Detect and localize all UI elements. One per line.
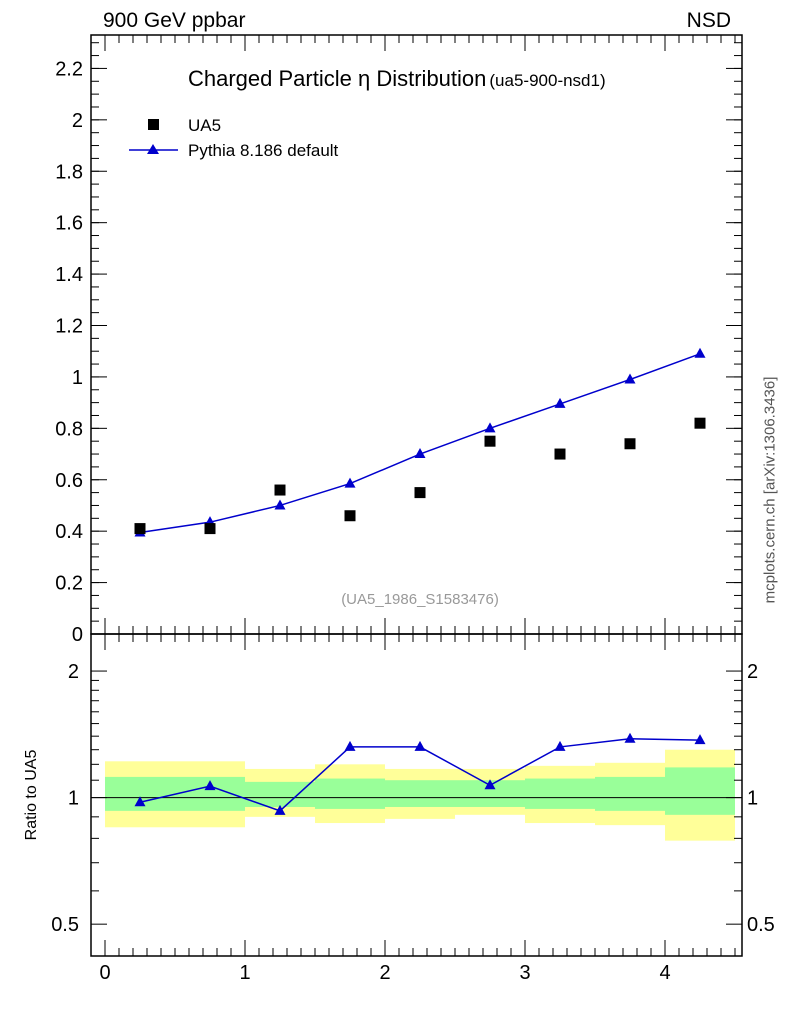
uncertainty-band-inner xyxy=(245,781,315,807)
uncertainty-band-inner xyxy=(525,778,595,809)
ua5-point xyxy=(624,438,636,450)
x-tick-label: 1 xyxy=(239,962,250,984)
legend-label-pythia: Pythia 8.186 default xyxy=(188,141,339,160)
ratio-pythia-point xyxy=(624,732,636,743)
legend: UA5 Pythia 8.186 default xyxy=(129,116,339,160)
y-tick-label: 1 xyxy=(72,367,83,389)
y-tick-label: 1.6 xyxy=(55,213,83,235)
ratio-bands xyxy=(105,749,735,841)
ratio-pythia-point xyxy=(694,734,706,745)
uncertainty-band-inner xyxy=(665,767,735,815)
main-panel: 0 0.2 0.4 0.6 0.8 1 1.2 1.4 1.6 1.8 2 2.2 Charged Pa… xyxy=(55,34,743,646)
y-tick-label: 0.2 xyxy=(55,573,83,595)
ua5-point xyxy=(484,435,496,447)
ratio-y-tick-label: 1 xyxy=(68,788,79,810)
ua5-point xyxy=(134,523,146,535)
y-tick-label: 1.4 xyxy=(55,264,83,286)
pythia-point xyxy=(344,477,356,488)
pythia-point xyxy=(694,347,706,358)
ua5-point xyxy=(554,448,566,460)
ratio-pythia-point xyxy=(274,804,286,815)
ua5-point xyxy=(694,417,706,429)
pythia-point xyxy=(554,397,566,408)
y-tick-label: 1.8 xyxy=(55,161,83,183)
uncertainty-band-inner xyxy=(595,776,665,811)
x-tick-label: 3 xyxy=(519,962,530,984)
ratio-y-tick-label-right: 1 xyxy=(747,788,758,810)
chart-title: Charged Particle η Distribution (ua5-900-… xyxy=(188,66,606,91)
legend-marker-ua5 xyxy=(148,119,159,130)
y-tick-label: 0.6 xyxy=(55,470,83,492)
ratio-y-axis-label: Ratio to UA5 xyxy=(23,750,40,841)
series-line-pythia xyxy=(139,353,701,534)
x-tick-label: 4 xyxy=(659,962,670,984)
ratio-pythia-point xyxy=(554,740,566,751)
ratio-pythia-point xyxy=(134,796,146,807)
header-left-label: 900 GeV ppbar xyxy=(103,9,246,32)
pythia-point xyxy=(274,499,286,510)
main-axes: 0 0.2 0.4 0.6 0.8 1 1.2 1.4 1.6 1.8 2 2.2 Charged Pa… xyxy=(55,34,743,646)
ratio-y-tick-label: 0.5 xyxy=(51,914,79,936)
ratio-pythia-point xyxy=(344,740,356,751)
y-tick-label: 1.2 xyxy=(55,316,83,338)
header-right-label: NSD xyxy=(686,9,731,32)
ratio-y-tick-label-right: 2 xyxy=(747,661,758,683)
uncertainty-band-inner xyxy=(385,780,455,807)
ratio-axes: 0.5 0.5 1 1 2 2 0 1 2 3 4 Ratio to UA5 xyxy=(23,633,775,984)
analysis-watermark: (UA5_1986_S1583476) xyxy=(341,591,499,608)
x-tick-label: 2 xyxy=(379,962,390,984)
pythia-point xyxy=(624,373,636,384)
y-tick-label: 2.2 xyxy=(55,58,83,80)
ua5-point xyxy=(414,487,426,499)
legend-label-ua5: UA5 xyxy=(188,116,221,135)
ua5-point xyxy=(204,523,216,535)
ratio-pythia-point xyxy=(204,780,216,791)
x-tick-label: 0 xyxy=(99,962,110,984)
ua5-point xyxy=(344,510,356,522)
ratio-y-tick-label-right: 0.5 xyxy=(747,914,775,936)
y-tick-label: 2 xyxy=(72,110,83,132)
ua5-point xyxy=(274,484,286,496)
ratio-frame xyxy=(90,633,743,957)
y-tick-label: 0 xyxy=(72,624,83,646)
ratio-y-tick-label: 2 xyxy=(68,661,79,683)
y-tick-label: 0.4 xyxy=(55,521,83,543)
ratio-pythia-point xyxy=(414,740,426,751)
pythia-point xyxy=(484,422,496,433)
ratio-pythia-point xyxy=(484,779,496,790)
main-marks xyxy=(134,347,706,537)
pythia-point xyxy=(414,448,426,459)
legend-marker-pythia xyxy=(147,144,159,154)
y-tick-label: 0.8 xyxy=(55,418,83,440)
ratio-marks xyxy=(134,732,706,815)
uncertainty-band-inner xyxy=(315,778,385,809)
ratio-panel: 0.5 0.5 1 1 2 2 0 1 2 3 4 Ratio to UA5 xyxy=(23,633,775,984)
